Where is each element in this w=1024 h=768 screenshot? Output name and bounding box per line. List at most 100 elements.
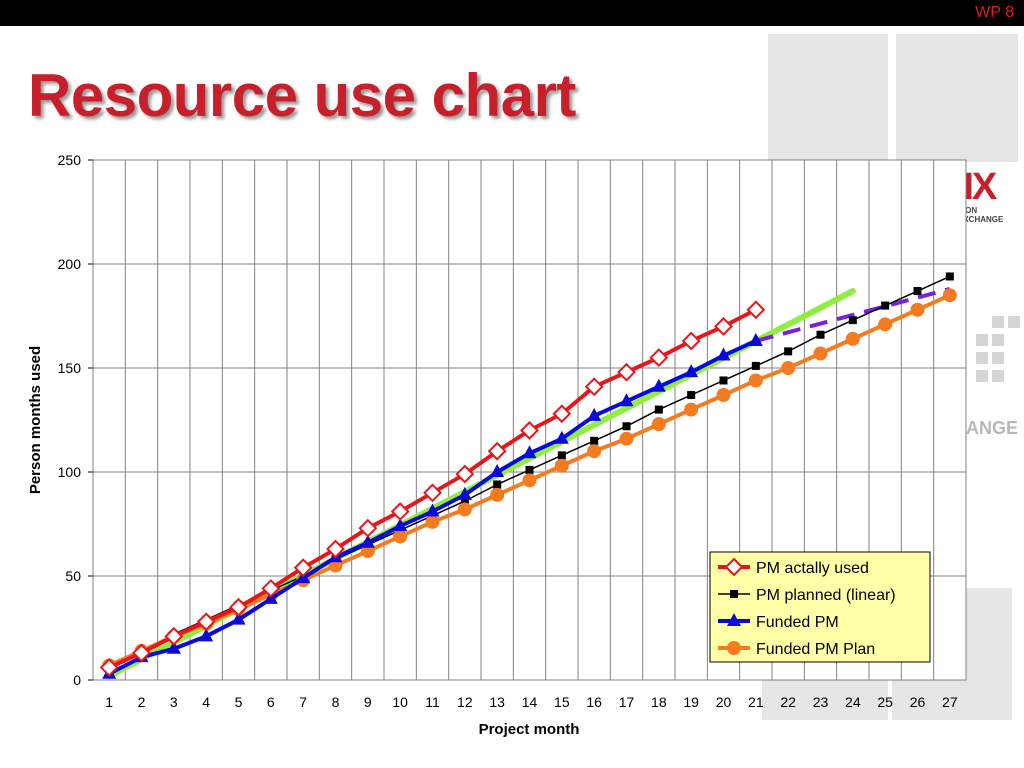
trend-line-dashed [755, 287, 951, 343]
x-tick-label: 10 [392, 694, 408, 710]
pm-planned-point [525, 465, 534, 474]
pm-planned-point [913, 287, 922, 296]
pm-actually-used-point [552, 404, 572, 424]
pm-planned-point [622, 422, 631, 431]
funded-pm-plan-point [457, 502, 472, 517]
pixel-pattern-graphic [968, 316, 1024, 396]
funded-pm-plan-point [845, 331, 860, 346]
pm-actually-used-point [714, 316, 733, 336]
x-tick-label: 5 [235, 694, 243, 710]
legend-item-pm-actually-used: PM actally used [718, 557, 869, 577]
pm-planned-point [460, 497, 469, 506]
funded-pm-plan-point [587, 444, 602, 459]
brand-tagline-fragment: TION EXCHANGE [958, 206, 1004, 224]
x-tick-label: 23 [813, 694, 829, 710]
x-tick-label: 6 [267, 694, 275, 710]
pm-planned-point [751, 361, 760, 370]
pm-actually-used-point [293, 558, 313, 578]
pm-actually-used-point [164, 626, 184, 646]
y-tick-label: 150 [58, 360, 82, 376]
x-tick-label: 16 [586, 694, 602, 710]
x-tick-label: 21 [748, 694, 764, 710]
funded-pm-plan-point [651, 417, 666, 432]
funded-pm-plan-point [490, 487, 505, 502]
pm-actually-used-point [455, 464, 475, 484]
decorative-square-top-right [896, 34, 1018, 162]
x-tick-label: 8 [332, 694, 340, 710]
y-tick-label: 200 [58, 256, 82, 272]
y-axis-title: Person months used [27, 346, 44, 494]
x-tick-label: 12 [457, 694, 473, 710]
funded-pm-point [684, 364, 699, 378]
pm-planned-point [848, 316, 857, 325]
funded-pm-point [425, 503, 440, 517]
funded-pm-point [554, 430, 569, 444]
work-package-label: WP 8 [975, 4, 1014, 21]
funded-pm-plan-point [522, 473, 537, 488]
funded-pm-point [748, 332, 763, 346]
plot-border [92, 159, 967, 681]
x-tick-label: 26 [910, 694, 926, 710]
y-axis: 0 50 100 150 200 250 [58, 152, 93, 688]
x-tick-label: 17 [619, 694, 635, 710]
funded-pm-point [360, 534, 375, 548]
legend-swatch-marker [724, 557, 744, 577]
pm-actually-used-point [617, 362, 636, 382]
pm-actually-used-point [358, 518, 378, 538]
pm-actually-used-point [487, 441, 507, 461]
x-tick-label: 25 [877, 694, 893, 710]
x-tick-label: 7 [299, 694, 307, 710]
x-tick-label: 14 [522, 694, 538, 710]
x-tick-label: 3 [170, 694, 178, 710]
legend-swatch-marker [727, 613, 741, 626]
legend-item-pm-planned: PM planned (linear) [718, 587, 896, 604]
funded-pm-point [619, 393, 634, 407]
legend-item-funded-pm: Funded PM [718, 613, 839, 631]
pm-planned-point [719, 376, 728, 385]
x-tick-label: 18 [651, 694, 667, 710]
funded-pm-plan-point [942, 288, 957, 303]
x-tick-label: 15 [554, 694, 570, 710]
pm-planned-point [654, 405, 663, 414]
funded-pm-plan-point [878, 317, 893, 332]
funded-pm-plan-point [781, 361, 796, 375]
pm-actually-used-point [584, 377, 604, 397]
funded-pm-point [716, 347, 731, 361]
x-tick-label: 24 [845, 694, 861, 710]
pm-actually-used-point [681, 331, 701, 351]
pm-planned-point [590, 436, 599, 445]
funded-pm-plan-point [684, 402, 699, 417]
x-axis: 1 2 3 4 5 6 7 8 9 10 11 12 13 14 15 16 17 18 19 20 21 22 23 24 2… [105, 694, 958, 710]
slide-title: Resource use chart [28, 62, 576, 129]
y-tick-label: 50 [65, 568, 81, 584]
x-tick-label: 27 [942, 694, 958, 710]
x-axis-title: Project month [479, 721, 580, 738]
pm-actually-used-point [261, 579, 281, 598]
legend-item-funded-pm-plan: Funded PM Plan [718, 641, 875, 658]
pm-planned-point [881, 301, 890, 310]
series-layer [99, 272, 957, 679]
decorative-square-top-left [768, 34, 888, 162]
pm-planned-point [557, 451, 566, 460]
pm-planned-point [945, 272, 954, 281]
funded-pm-point [587, 407, 602, 421]
pm-planned-point [816, 330, 825, 339]
funded-pm-point [651, 378, 666, 392]
x-tick-label: 4 [202, 694, 210, 710]
legend-label: PM planned (linear) [756, 587, 896, 604]
funded-pm-plan-point [425, 514, 440, 529]
x-tick-label: 20 [716, 694, 732, 710]
x-tick-label: 13 [489, 694, 505, 710]
funded-pm-point [457, 486, 472, 500]
funded-pm-point [231, 611, 246, 625]
x-tick-label: 11 [425, 694, 440, 710]
legend-label: Funded PM [756, 614, 839, 631]
funded-pm-point [490, 464, 505, 477]
funded-pm-plan-point [716, 388, 731, 403]
pm-planned-point [493, 480, 502, 489]
pm-planned-point [784, 347, 793, 356]
pm-planned-point [687, 391, 696, 400]
brand-right-fragment: ANGE [966, 418, 1019, 438]
x-tick-label: 1 [105, 694, 113, 710]
